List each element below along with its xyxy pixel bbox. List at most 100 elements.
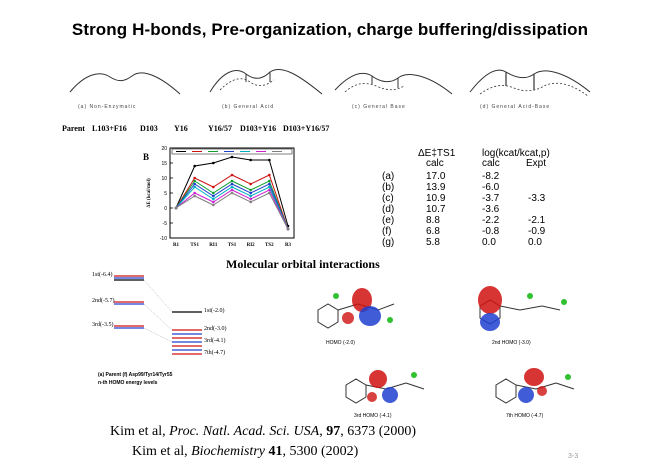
x-tick-label: TS1 [190,243,199,248]
curve-caption-a: (a) Non-Enzymatic [78,104,137,110]
data-point [230,155,234,159]
energy-profile-chart: 20 15 10 5 0 -5 -10 R1 TS1 RI1 TS1 RI2 TS2 R3 ΔE (kcal… [147,146,295,248]
data-point [268,191,271,195]
table-header-energy: ΔE‡TS1 [418,148,456,159]
table-cell: 10.7 [426,204,446,215]
level-connectors [143,279,173,343]
chart-panel-label: B [143,152,150,162]
level-label-left: 2nd(-5.7) [92,298,115,304]
data-point [193,182,196,186]
data-point [230,182,234,186]
table-cell: 0.0 [482,237,496,248]
data-point [268,158,271,162]
table-subheader-expt: Expt [526,158,547,169]
curve-panel-b [209,68,323,95]
homo-caption: 7th HOMO (-4.7) [506,413,544,419]
data-point [193,179,196,183]
data-point [249,200,252,204]
table-cell: -2.1 [528,215,546,226]
data-point [212,197,215,201]
table-cell: -3.6 [482,204,500,215]
ref-authors: Kim et al, [132,444,192,459]
x-tick-label: R3 [285,243,292,248]
mutant-label: D103 [140,124,158,133]
table-cell: 10.9 [426,193,446,204]
curve-panel-a [69,72,181,95]
data-point [193,194,196,198]
level-label-right: 2nd(-3.0) [204,326,227,332]
curve-caption-d: (d) General Acid-Base [480,104,551,110]
data-point [268,188,271,192]
y-tick-label: -5 [163,221,168,227]
series-line [175,192,289,230]
table-row-label: (a) [382,171,395,182]
data-point [249,188,252,192]
x-tick-label: RI1 [209,243,218,248]
table-row-label: (e) [382,215,395,226]
table-cell: -3.7 [482,193,500,204]
table-cell: -6.0 [482,182,500,193]
data-point [230,188,234,192]
homo-orbital-image-3 [345,370,425,404]
data-point [193,185,196,189]
table-row-label: (g) [382,237,395,248]
data-point [268,173,271,177]
data-point [249,191,252,195]
ref-journal: Proc. Natl. Acad. Sci. USA [169,424,320,439]
data-point [230,179,234,183]
table-header-log: log(kcat/kcat,p) [482,148,550,159]
x-tick-label: TS1 [228,243,237,248]
mutant-label: Y16 [174,124,188,133]
homo-orbital-image-2 [478,286,567,331]
homo-energy-level-diagram [114,275,202,355]
page-number: 3-3 [568,453,579,460]
ref-authors: Kim et al, [110,424,170,439]
table-cell: -0.8 [482,226,500,237]
x-tick-label: TS2 [265,243,274,248]
level-label-left: 3rd(-3.5) [92,322,114,328]
y-tick-label: 15 [161,161,167,167]
chart-legend [171,148,293,155]
right-levels [172,311,202,355]
mutant-label: L103+F16 [92,124,127,133]
level-label-right: 3rd(-4.1) [204,338,226,344]
reaction-profile-diagrams [69,68,591,97]
data-point [249,197,252,201]
table-cell: 8.8 [426,215,440,226]
table-row-label: (c) [382,193,394,204]
data-point [193,176,196,180]
data-point [249,158,252,162]
homo-caption: 3rd HOMO (-4.1) [354,413,392,419]
table-cell: -3.3 [528,193,546,204]
x-tick-label: R1 [173,243,180,248]
table-cell: 6.8 [426,226,440,237]
ref-volume: 97 [326,424,341,439]
table-subheader-calc: calc [426,158,444,169]
table-cell: 0.0 [528,237,542,248]
data-point [230,191,234,195]
mutant-label: D103+Y16 [240,124,277,133]
data-point [212,161,215,165]
left-levels [114,275,144,329]
homo-caption: 2nd HOMO (-3.0) [492,340,531,346]
data-point [286,227,290,231]
table-cell: -0.9 [528,226,546,237]
table-subheader-calc: calc [482,158,500,169]
data-point [249,182,252,186]
energy-table: ΔE‡TS1 calc log(kcat/kcat,p) calc Expt (… [378,148,578,248]
level-diagram-caption-2: n-th HOMO energy levels [98,380,158,386]
reference-1: Kim et al, Proc. Natl. Acad. Sci. USA, 9… [110,424,417,439]
mutant-label: D103+Y16/57 [283,124,330,133]
ref-pages: , 5300 (2002) [282,444,359,459]
curve-panel-d [469,69,591,97]
curve-caption-b: (b) General Acid [222,104,275,110]
level-diagram-caption: (a) Parent (f) Asp99/Tyr14/Tyr55 [98,372,173,378]
reference-2: Kim et al, Biochemistry 41, 5300 (2002) [132,444,358,460]
data-point [268,185,271,189]
data-point [212,185,215,189]
y-tick-label: 20 [161,146,167,152]
data-point [230,185,234,189]
ref-pages: , 6373 (2000) [340,424,417,439]
homo-caption: HOMO (-2.0) [326,340,355,346]
homo-orbital-image-4 [495,368,575,404]
